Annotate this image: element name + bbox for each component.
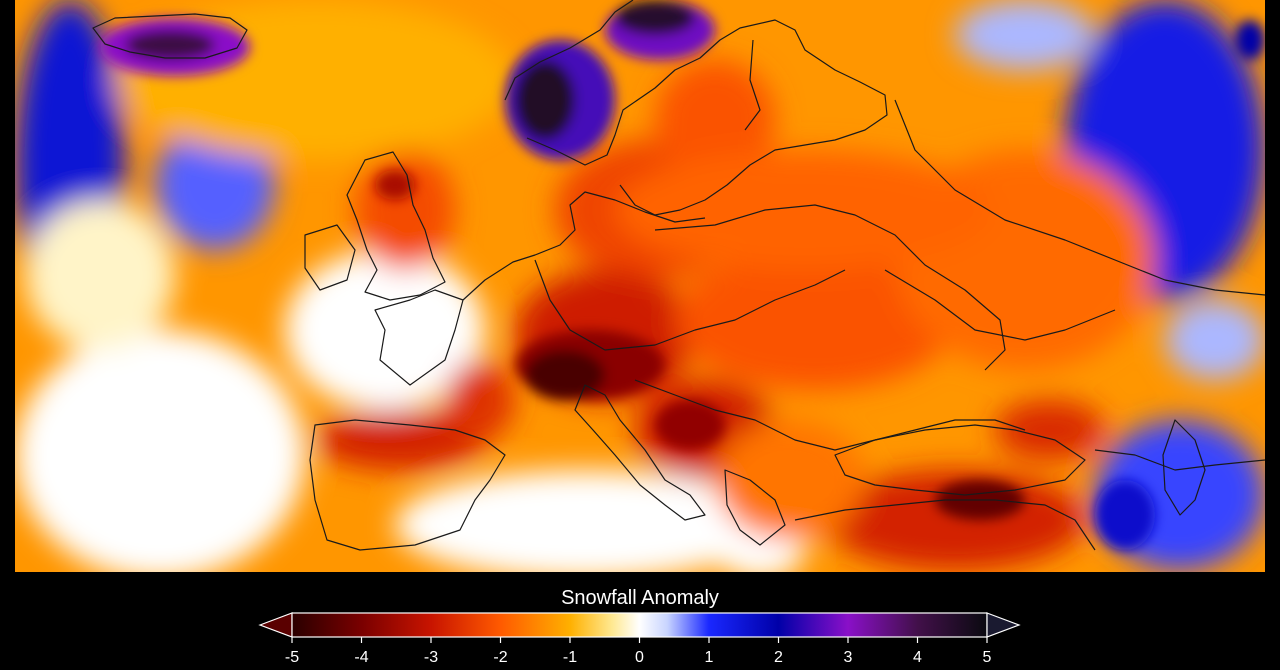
anomaly-field: [15, 0, 1265, 572]
balkan-borders: [634, 379, 1026, 451]
black-sea-outline: [834, 424, 1086, 496]
anomaly-patch: [355, 150, 455, 270]
anomaly-patch: [15, 330, 305, 572]
central-borders: [534, 259, 846, 351]
anomaly-patch: [615, 150, 995, 270]
iberia-outline: [309, 419, 506, 551]
legend-title: Snowfall Anomaly: [561, 587, 719, 609]
great-britain: [346, 151, 446, 301]
colorbar-tick-label: 5: [983, 649, 992, 666]
colorbar-tick-label: 4: [913, 649, 922, 666]
anomaly-core: [375, 170, 415, 200]
colorbar-tick-label: -5: [285, 649, 299, 666]
anomaly-core: [615, 0, 695, 35]
colorbar-tick-label: -4: [354, 649, 368, 666]
anomaly-patch: [315, 410, 485, 470]
caucasus-border: [1094, 449, 1265, 471]
anomaly-core: [515, 60, 575, 140]
turkey-outline: [794, 499, 1096, 551]
colorbar-tick-label: -1: [563, 649, 577, 666]
colorbar: -5 -4 -3 -2 -1 0 1 2 3 4 5: [258, 612, 1021, 666]
anomaly-patch: [675, 250, 955, 390]
colorbar-under-arrow: [258, 612, 293, 638]
anomaly-core: [1235, 20, 1265, 60]
iceland-outline: [92, 13, 248, 59]
colorbar-over-arrow: [986, 612, 1021, 638]
colorbar-ticks: -5 -4 -3 -2 -1 0 1 2 3 4 5: [285, 637, 992, 666]
colorbar-tick-label: 2: [774, 649, 783, 666]
colorbar-tick-label: -3: [424, 649, 438, 666]
russia-borders: [894, 99, 1265, 296]
snowfall-anomaly-map: [15, 0, 1265, 572]
anomaly-patch: [995, 400, 1105, 460]
anomaly-core: [655, 400, 725, 450]
caspian-outline: [1162, 419, 1206, 516]
italy-outline: [574, 384, 706, 521]
east-borders: [654, 204, 1006, 371]
anomaly-core: [525, 350, 605, 400]
country-borders: [92, 0, 1265, 551]
anomaly-core: [1095, 480, 1155, 550]
ireland: [304, 224, 356, 291]
anomaly-patch: [1165, 300, 1265, 380]
anomaly-patch: [25, 200, 175, 350]
colorbar-tick-label: 3: [844, 649, 853, 666]
colorbar-tick-label: -2: [493, 649, 507, 666]
ukraine-border: [884, 269, 1116, 341]
colorbar-tick-label: 0: [635, 649, 644, 666]
scandinavia-outline: [526, 19, 888, 216]
anomaly-patch: [715, 420, 865, 540]
anomaly-patch: [395, 470, 775, 572]
anomaly-core: [125, 30, 215, 60]
france-border: [374, 289, 464, 386]
anomaly-patch: [445, 360, 515, 440]
colorbar-gradient: [291, 612, 988, 638]
anomaly-patch: [655, 60, 775, 180]
anomaly-patch: [955, 0, 1095, 70]
finland-border: [744, 39, 761, 131]
colorbar-tick-label: 1: [705, 649, 714, 666]
continental-coast: [462, 191, 706, 301]
norway-coast: [504, 0, 634, 101]
greece-outline: [724, 469, 786, 546]
